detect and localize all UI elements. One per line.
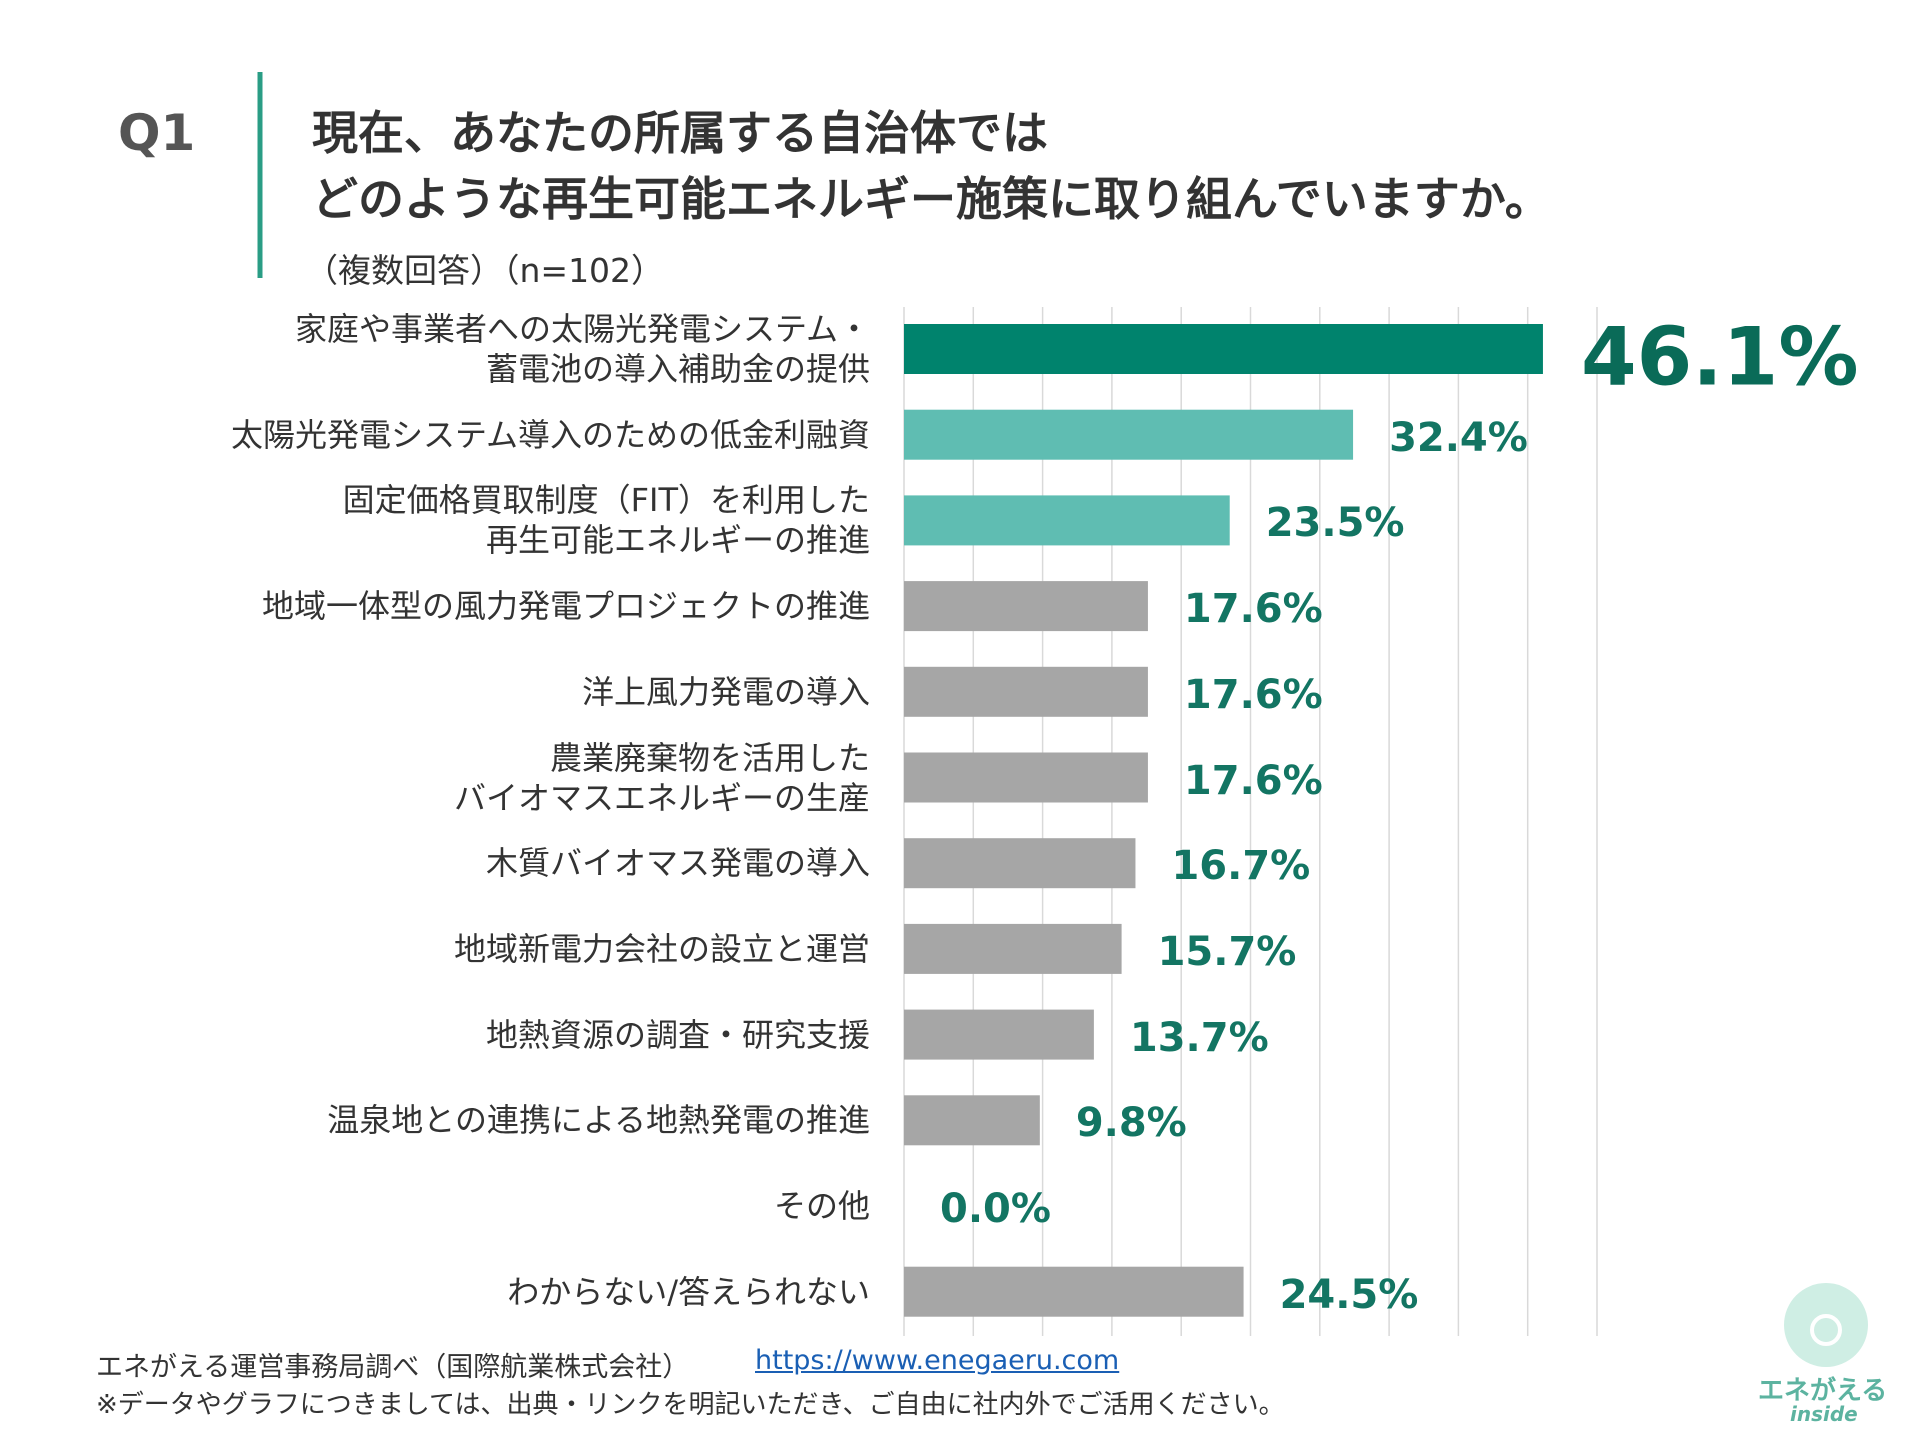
value-label: 13.7%: [1129, 1014, 1269, 1061]
note: ※データやグラフにつきましては、出典・リンクを明記いただき、ご自由に社内外でご活…: [96, 1390, 1285, 1420]
chart-title: 現在、あなたの所属する自治体では どのような再生可能エネルギー施策に取り組んでい…: [312, 106, 1551, 226]
value-label: 15.7%: [1157, 928, 1297, 975]
value-label: 23.5%: [1265, 500, 1405, 547]
category-label: その他: [773, 1187, 870, 1225]
category-label: 太陽光発電システム導入のための低金利融資: [230, 415, 870, 454]
category-label: 洋上風力発電の導入: [581, 672, 870, 711]
source-link[interactable]: https://www.enegaeru.com: [755, 1345, 1120, 1376]
bar: [904, 923, 1122, 974]
logo-icon: [1784, 1283, 1868, 1367]
bar: [904, 1009, 1094, 1060]
category-label: わからない/答えられない: [507, 1272, 870, 1311]
bar: [904, 324, 1543, 374]
logo-name: エネがえる: [1758, 1376, 1888, 1406]
category-label: 固定価格買取制度（FIT）を利用した 再生可能エネルギーの推進: [342, 481, 870, 560]
value-label: 32.4%: [1389, 414, 1528, 461]
value-label: 17.6%: [1183, 671, 1323, 718]
value-label: 9.8%: [1075, 1100, 1187, 1147]
bar: [904, 495, 1230, 546]
value-label: 24.5%: [1279, 1271, 1419, 1318]
category-label: 木質バイオマス発電の導入: [485, 844, 870, 883]
value-label: 17.6%: [1183, 757, 1323, 804]
value-label: 0.0%: [940, 1186, 1051, 1232]
category-label: 地域新電力会社の設立と運営: [453, 929, 870, 968]
value-label: 46.1%: [1580, 310, 1859, 404]
bar: [904, 1266, 1244, 1317]
bar: [904, 752, 1148, 803]
question-number: Q1: [118, 104, 196, 162]
category-label: 温泉地との連携による地熱発電の推進: [327, 1101, 870, 1140]
bar: [904, 666, 1148, 717]
category-label: 家庭や事業者への太陽光発電システム・ 蓄電池の導入補助金の提供: [294, 310, 870, 388]
bar: [904, 838, 1136, 889]
logo-bulb: [1810, 1314, 1842, 1346]
value-label: 16.7%: [1171, 843, 1311, 890]
category-label: 地域一体型の風力発電プロジェクトの推進: [261, 587, 870, 626]
source: エネがえる運営事務局調べ（国際航業株式会社）: [96, 1352, 690, 1383]
category-label: 地熱資源の調査・研究支援: [485, 1015, 870, 1054]
bar: [904, 1095, 1040, 1146]
chart-subtitle: （複数回答）（n=102）: [305, 251, 665, 290]
logo-tagline: inside: [1790, 1402, 1858, 1426]
bar: [904, 409, 1354, 460]
category-label: 農業廃棄物を活用した バイオマスエネルギーの生産: [453, 738, 870, 817]
bar: [904, 581, 1148, 632]
value-label: 17.6%: [1183, 586, 1323, 633]
